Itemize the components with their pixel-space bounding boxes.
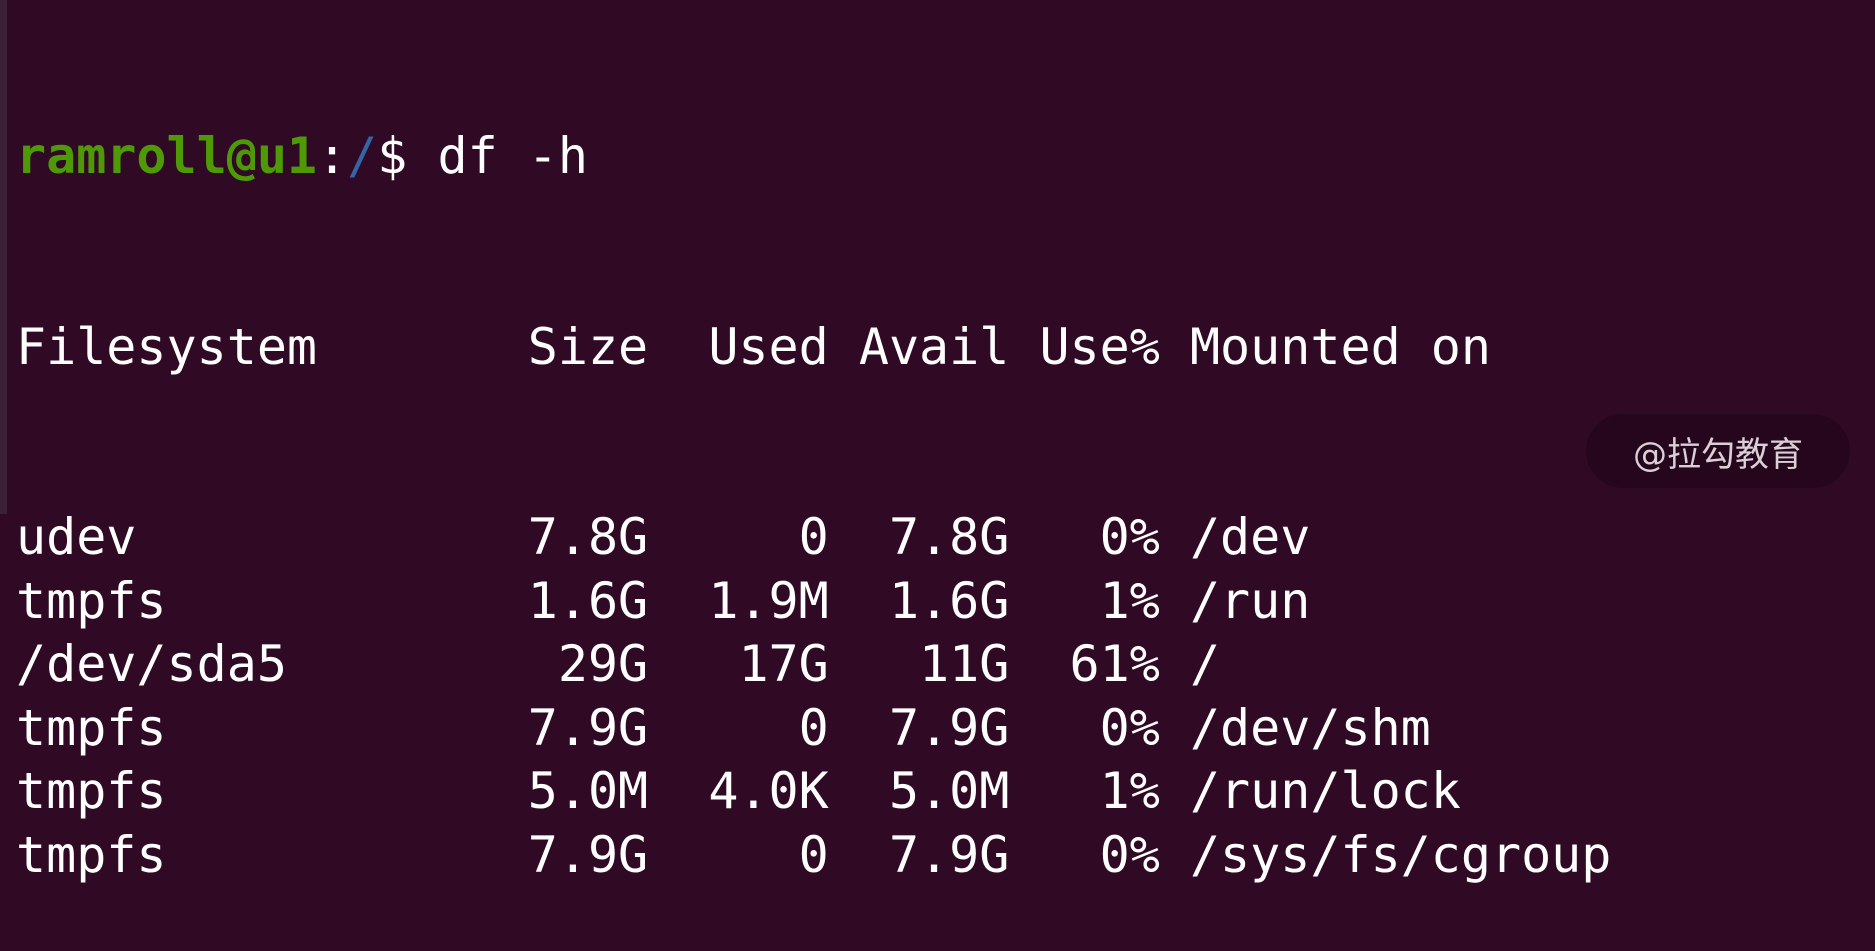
command-text: df -h — [437, 127, 588, 185]
cell-filesystem: tmpfs — [16, 571, 167, 630]
prompt-symbol: $ — [377, 127, 438, 185]
cell-avail: 11G — [919, 635, 1010, 693]
cell-use-percent: 61% — [1069, 635, 1160, 693]
header-size: Size — [527, 317, 649, 376]
cell-used: 0 — [798, 698, 829, 757]
table-row: tmpfs 7.9G 0 7.9G 0% /dev/shm — [16, 697, 1611, 761]
cell-used: 4.0K — [708, 762, 829, 820]
cell-size: 29G — [557, 635, 649, 693]
prompt-line: ramroll@u1: / $ df -h — [16, 125, 1611, 189]
cell-size: 1.6G — [527, 571, 649, 630]
cell-avail: 1.6G — [888, 571, 1010, 630]
header-use-percent: Use% — [1039, 317, 1160, 376]
cell-used: 17G — [738, 635, 829, 693]
cell-filesystem: tmpfs — [16, 698, 167, 757]
cell-mounted-on: /dev — [1189, 508, 1311, 566]
cell-size: 7.9G — [527, 825, 649, 884]
header-used: Used — [708, 317, 829, 376]
cell-filesystem: tmpfs — [16, 762, 167, 820]
cell-size: 5.0M — [527, 762, 649, 820]
table-row: tmpfs 1.6G 1.9M 1.6G 1% /run — [16, 570, 1611, 634]
cell-use-percent: 1% — [1099, 571, 1160, 630]
table-row: udev 7.8G 0 7.8G 0% /dev — [16, 506, 1611, 570]
cell-size: 7.9G — [527, 698, 649, 757]
cell-avail: 7.9G — [888, 698, 1010, 757]
cell-mounted-on: /run — [1189, 571, 1311, 630]
header-avail: Avail — [858, 317, 1010, 376]
cell-mounted-on: /sys/fs/cgroup — [1189, 825, 1612, 884]
watermark-text: @拉勾教育 — [1633, 434, 1803, 475]
cell-use-percent: 0% — [1099, 825, 1160, 884]
cell-mounted-on: / — [1189, 635, 1221, 693]
terminal-output[interactable]: ramroll@u1: / $ df -h Filesystem Size Used Av… — [16, 0, 1611, 951]
scrollbar-gutter — [0, 0, 7, 514]
cell-size: 7.8G — [527, 508, 649, 566]
cell-filesystem: udev — [16, 508, 137, 566]
table-row: tmpfs 5.0M 4.0K 5.0M 1% /run/lock — [16, 760, 1611, 824]
header-mounted-on: Mounted on — [1189, 317, 1491, 376]
cell-used: 1.9M — [708, 571, 829, 630]
table-row: tmpfs 7.9G 0 7.9G 0% /sys/fs/cgroup — [16, 824, 1611, 888]
cell-use-percent: 0% — [1099, 508, 1160, 566]
prompt-user-host: ramroll@u1 — [16, 127, 318, 185]
table-header: Filesystem Size Used Avail Use% Mounted on — [16, 316, 1611, 380]
cell-mounted-on: /dev/shm — [1189, 698, 1431, 757]
cell-avail: 7.8G — [888, 508, 1010, 566]
cell-avail: 7.9G — [888, 825, 1010, 884]
prompt-separator: : — [317, 127, 348, 185]
cell-used: 0 — [798, 825, 829, 884]
cell-use-percent: 1% — [1099, 762, 1160, 820]
cell-use-percent: 0% — [1099, 698, 1160, 757]
table-row: /dev/sda5 29G 17G 11G 61% / — [16, 633, 1611, 697]
cell-used: 0 — [798, 508, 829, 566]
prompt-path: / — [347, 127, 378, 185]
cell-avail: 5.0M — [888, 762, 1010, 820]
cell-filesystem: /dev/sda5 — [16, 635, 287, 693]
cell-mounted-on: /run/lock — [1189, 762, 1461, 820]
header-filesystem: Filesystem — [16, 317, 318, 376]
cell-filesystem: tmpfs — [16, 825, 167, 884]
watermark: @拉勾教育 — [1586, 414, 1850, 488]
